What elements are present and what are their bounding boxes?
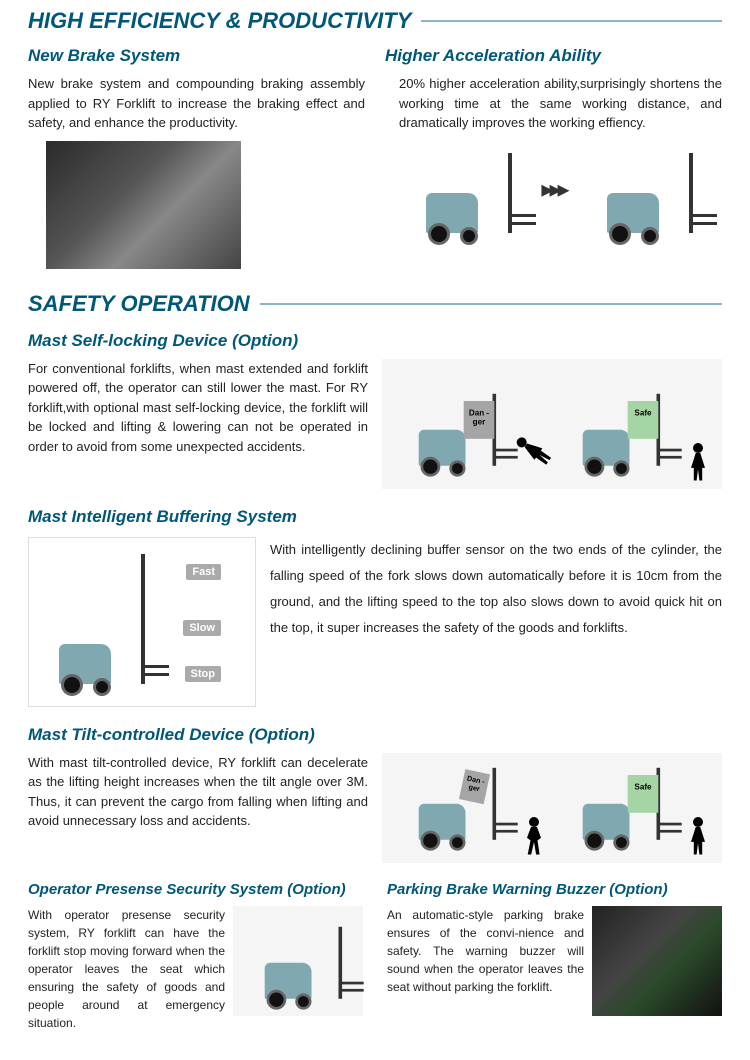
standing-person-icon (689, 443, 707, 483)
mastlock-image: Dan -ger Safe (382, 359, 722, 489)
presence-image (233, 906, 363, 1016)
parking-image (592, 906, 722, 1016)
presence-title: Operator Presense Security System (Optio… (28, 881, 363, 898)
accel-image: ▸▸▸ (385, 133, 722, 253)
standing-person-icon (689, 817, 707, 857)
brake-body: New brake system and compounding braking… (28, 74, 365, 133)
accel-title: Higher Acceleration Ability (385, 46, 722, 66)
parking-title: Parking Brake Warning Buzzer (Option) (387, 881, 722, 898)
running-person-icon (525, 817, 543, 857)
efficiency-header: HIGH EFFICIENCY & PRODUCTIVITY (28, 8, 722, 34)
tilt-image: Dan -ger Safe (382, 753, 722, 863)
arrows-icon: ▸▸▸ (541, 175, 565, 204)
buffer-title: Mast Intelligent Buffering System (28, 507, 722, 527)
brake-title: New Brake System (28, 46, 365, 66)
tilt-body: With mast tilt-controlled device, RY for… (28, 753, 368, 863)
buffer-image: Fast Slow Stop (28, 537, 256, 707)
tilt-title: Mast Tilt-controlled Device (Option) (28, 725, 722, 745)
accel-body: 20% higher acceleration ability,surprisi… (385, 74, 722, 133)
mastlock-title: Mast Self-locking Device (Option) (28, 331, 722, 351)
falling-person-icon (512, 432, 555, 470)
safety-header: SAFETY OPERATION (28, 291, 722, 317)
mastlock-body: For conventional forklifts, when mast ex… (28, 359, 368, 489)
parking-body: An automatic-style parking brake ensures… (387, 906, 584, 1016)
buffer-body: With intelligently declining buffer sens… (270, 537, 722, 707)
presence-body: With operator presense security system, … (28, 906, 225, 1032)
brake-image (46, 141, 241, 269)
